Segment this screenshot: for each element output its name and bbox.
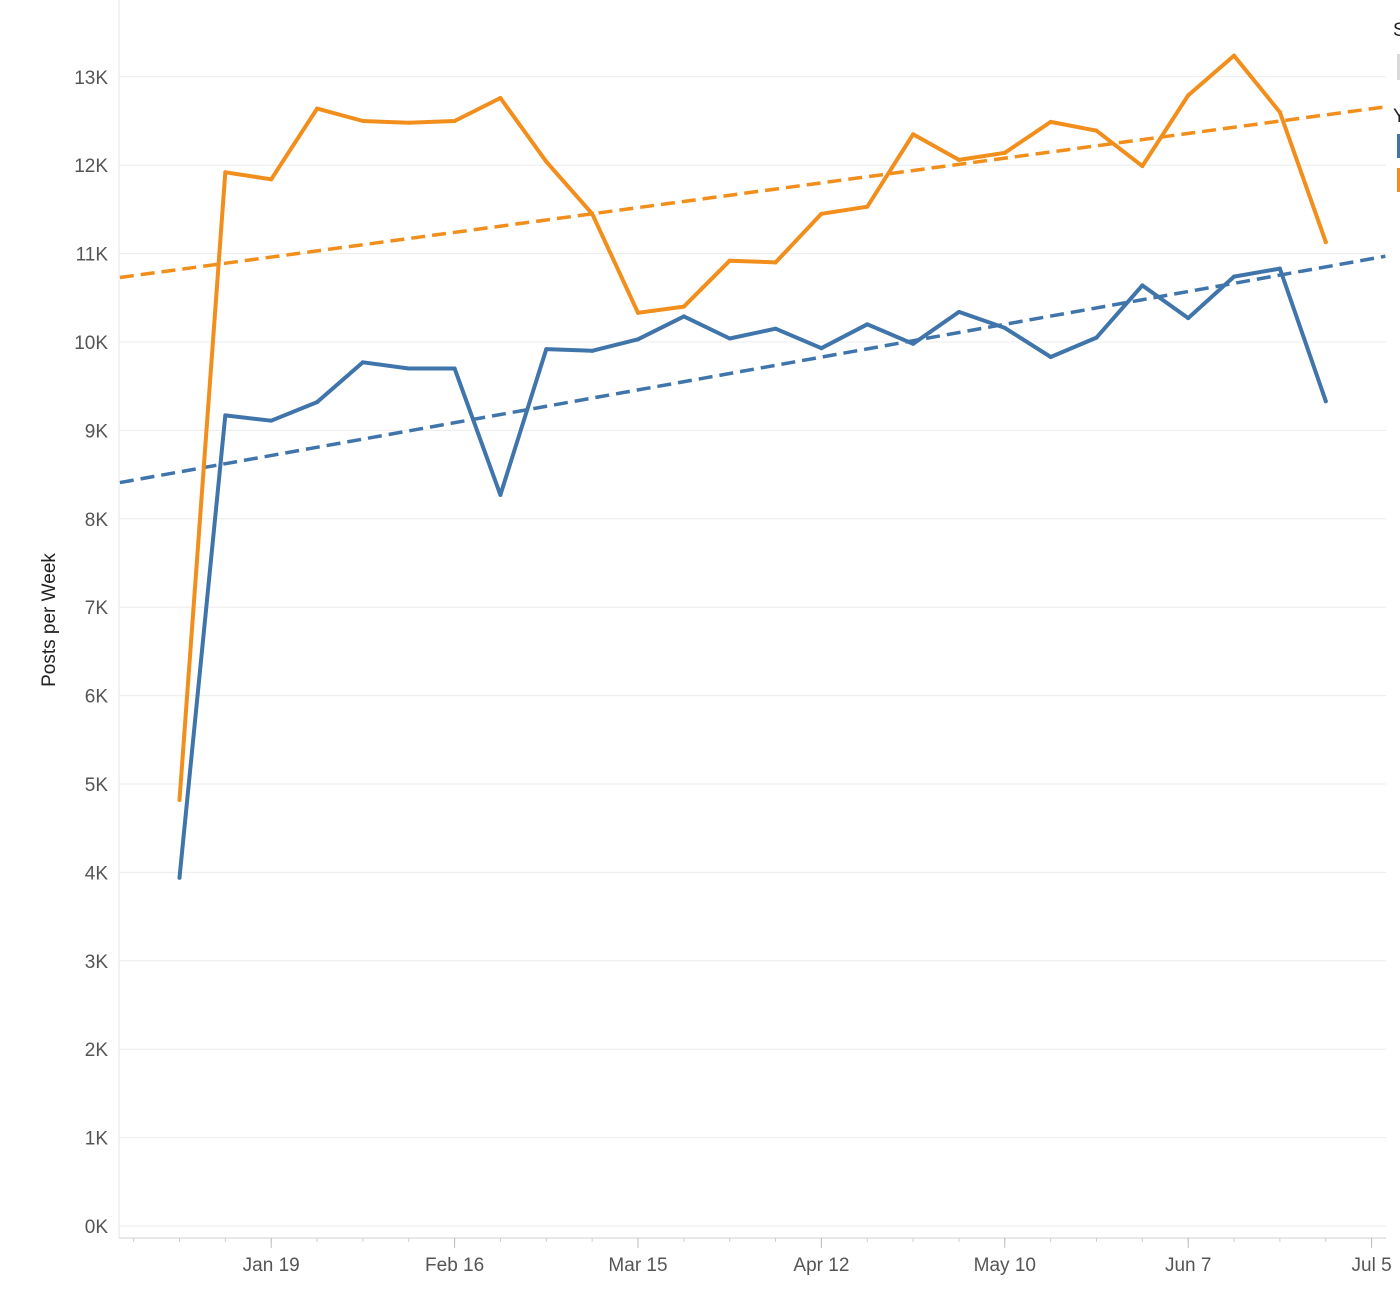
legend-heading-2: Y	[1393, 106, 1400, 127]
y-tick-label: 4K	[85, 863, 109, 884]
data-point	[544, 347, 549, 352]
data-point	[1094, 335, 1099, 340]
y-tick-label: 0K	[85, 1217, 109, 1238]
legend: S Y	[1393, 20, 1400, 192]
trend-lines	[119, 105, 1386, 485]
data-point	[819, 211, 824, 216]
data-point	[315, 106, 320, 111]
y-tick-label: 1K	[85, 1129, 109, 1150]
data-point	[223, 170, 228, 175]
data-point	[865, 204, 870, 209]
data-point	[223, 413, 228, 418]
data-point	[1277, 110, 1282, 115]
legend-heading-1: S	[1393, 20, 1400, 41]
x-tick-label: Jul 5	[1352, 1255, 1392, 1276]
x-tick-label: Apr 12	[793, 1255, 849, 1276]
data-point	[360, 360, 365, 365]
data-point	[1277, 266, 1282, 271]
data-point	[177, 797, 182, 802]
data-point	[1232, 53, 1237, 58]
data-point	[1048, 119, 1053, 124]
data-point	[773, 326, 778, 331]
data-point	[1323, 399, 1328, 404]
y-tick-label: 6K	[85, 687, 109, 708]
data-point	[360, 119, 365, 123]
data-point	[1002, 325, 1007, 330]
data-point	[406, 366, 411, 371]
data-point	[1323, 240, 1328, 245]
data-point	[1186, 93, 1191, 98]
data-point	[406, 120, 411, 125]
y-tick-label: 5K	[85, 775, 109, 796]
data-point	[911, 132, 916, 137]
gridlines	[119, 76, 1386, 1227]
data-point	[590, 348, 595, 353]
x-tick-label: Jan 19	[243, 1255, 300, 1276]
data-point	[498, 492, 503, 497]
y-tick-label: 10K	[74, 333, 108, 354]
y-tick-label: 2K	[85, 1040, 109, 1061]
data-point	[452, 119, 457, 123]
x-tick-labels: Jan 19 Feb 16 Mar 15 Apr 12 May 10 Jun 7 Jul 5	[133, 1238, 1392, 1276]
y-tick-labels: 0K 1K 2K 3K 4K 5K 6K 7K 8K 9K 10K 11K 12K 13K	[74, 68, 108, 1238]
data-point	[1002, 150, 1007, 155]
y-tick-label: 8K	[85, 510, 109, 531]
y-tick-label: 13K	[74, 68, 108, 89]
data-point	[452, 366, 457, 371]
data-point	[177, 875, 182, 880]
legend-swatch-2[interactable]	[1397, 134, 1400, 158]
y-axis-title: Posts per Week	[39, 553, 60, 687]
series-lines	[177, 53, 1328, 880]
data-point	[1094, 128, 1099, 133]
data-point	[636, 310, 640, 315]
data-point	[681, 304, 686, 309]
y-tick-label: 7K	[85, 598, 109, 619]
data-point	[956, 157, 961, 162]
data-point	[773, 260, 778, 265]
trend-line	[119, 105, 1386, 280]
x-tick-label: Mar 15	[608, 1255, 667, 1276]
series-line	[177, 266, 1328, 880]
data-point	[636, 337, 640, 342]
data-point	[819, 346, 824, 351]
x-tick-label: Feb 16	[425, 1255, 484, 1276]
data-point	[956, 309, 961, 314]
data-point	[498, 96, 503, 101]
data-point	[1140, 283, 1145, 288]
series-line	[177, 53, 1328, 802]
data-point	[1140, 164, 1145, 169]
x-tick-label: Jun 7	[1165, 1255, 1211, 1276]
x-tick-label: May 10	[974, 1255, 1036, 1276]
axes	[118, 0, 1386, 1239]
y-tick-label: 3K	[85, 952, 109, 973]
data-point	[681, 314, 686, 319]
legend-swatch-1[interactable]	[1397, 54, 1400, 80]
y-tick-label: 11K	[76, 245, 109, 266]
data-point	[1048, 355, 1053, 360]
legend-swatch-3[interactable]	[1397, 168, 1400, 192]
data-point	[1232, 274, 1237, 279]
data-point	[269, 418, 274, 423]
data-point	[727, 336, 732, 341]
data-point	[727, 258, 732, 263]
y-tick-label: 9K	[85, 421, 109, 442]
data-point	[590, 211, 595, 216]
data-point	[1186, 316, 1191, 321]
y-tick-label: 12K	[74, 156, 108, 177]
data-point	[544, 159, 549, 164]
data-point	[315, 400, 320, 405]
data-point	[865, 322, 870, 327]
data-point	[911, 341, 916, 346]
trend-line	[119, 254, 1386, 485]
data-point	[269, 177, 274, 182]
